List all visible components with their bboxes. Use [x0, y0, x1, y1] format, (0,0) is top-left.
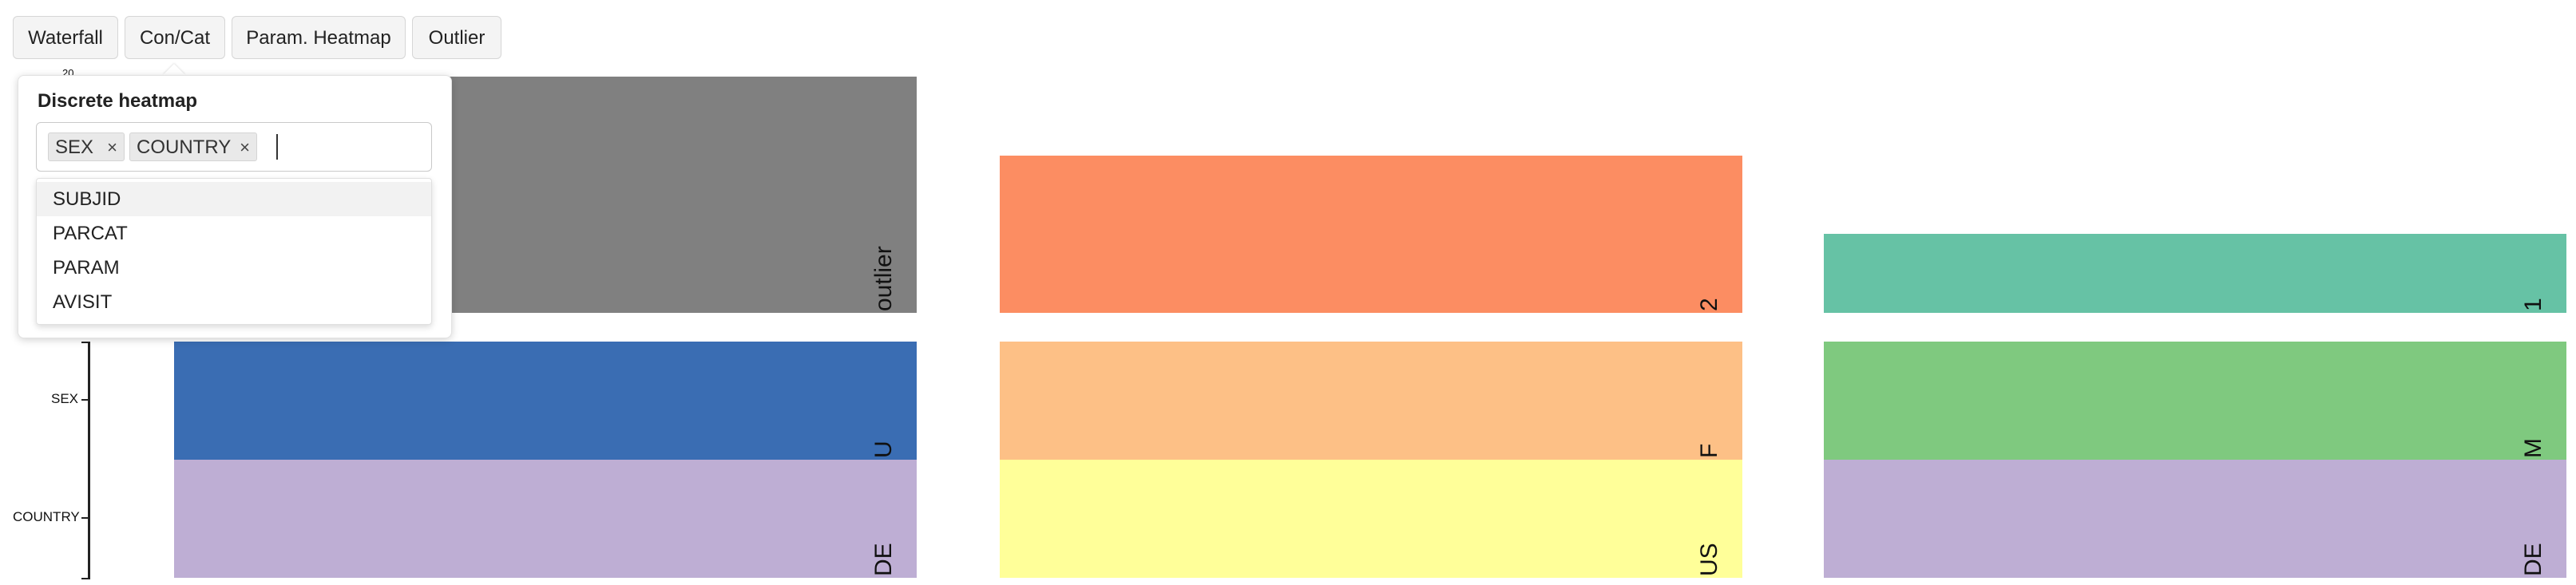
discrete-heatmap-popover: Discrete heatmap SEX × COUNTRY × SUBJID … — [18, 75, 452, 338]
text-caret — [276, 134, 278, 160]
country-cell-label: DE — [870, 543, 897, 576]
country-cell-label: DE — [2520, 543, 2546, 576]
remove-icon[interactable]: × — [107, 137, 117, 157]
options-dropdown: SUBJID PARCAT PARAM AVISIT — [36, 178, 432, 325]
sex-cell: F — [1000, 342, 1742, 460]
waterfall-button[interactable]: Waterfall — [13, 16, 118, 59]
selected-tag-country[interactable]: COUNTRY × — [129, 132, 257, 161]
sex-cell-label: U — [870, 441, 897, 458]
y-axis-line — [88, 342, 90, 579]
con-cat-button[interactable]: Con/Cat — [125, 16, 225, 59]
top-band-cell: 2 — [1000, 156, 1742, 313]
option-avisit[interactable]: AVISIT — [53, 291, 113, 313]
y-axis-end-tick-bottom — [81, 578, 89, 579]
top-band-label: 2 — [1696, 298, 1722, 311]
y-tick-sex — [81, 399, 89, 401]
sex-cell-label: M — [2520, 438, 2546, 458]
y-tick-country — [81, 517, 89, 519]
top-band-cell: 1 — [1824, 234, 2566, 313]
tag-label: COUNTRY — [137, 136, 232, 158]
country-cell: DE — [174, 460, 917, 578]
option-subjid[interactable]: SUBJID — [37, 182, 431, 216]
sex-cell: M — [1824, 342, 2566, 460]
selected-tag-sex[interactable]: SEX × — [48, 132, 125, 161]
popover-arrow — [163, 64, 185, 75]
y-label-sex: SEX — [51, 391, 79, 406]
country-cell: US — [1000, 460, 1742, 578]
y-axis-end-tick-top — [81, 342, 89, 343]
y-label-country: COUNTRY — [13, 509, 80, 524]
outlier-button[interactable]: Outlier — [412, 16, 501, 59]
sex-cell-label: F — [1696, 443, 1722, 458]
sex-cell: U — [174, 342, 917, 460]
popover-title: Discrete heatmap — [38, 90, 198, 112]
option-parcat[interactable]: PARCAT — [53, 223, 128, 244]
top-band-label: 1 — [2520, 298, 2546, 311]
top-band-label: outlier — [870, 246, 897, 311]
option-param[interactable]: PARAM — [53, 257, 120, 279]
country-cell-label: US — [1696, 543, 1722, 576]
country-cell: DE — [1824, 460, 2566, 578]
remove-icon[interactable]: × — [240, 137, 250, 157]
variable-multiselect[interactable]: SEX × COUNTRY × — [36, 122, 432, 172]
param-heatmap-button[interactable]: Param. Heatmap — [232, 16, 406, 59]
tag-label: SEX — [55, 136, 94, 158]
